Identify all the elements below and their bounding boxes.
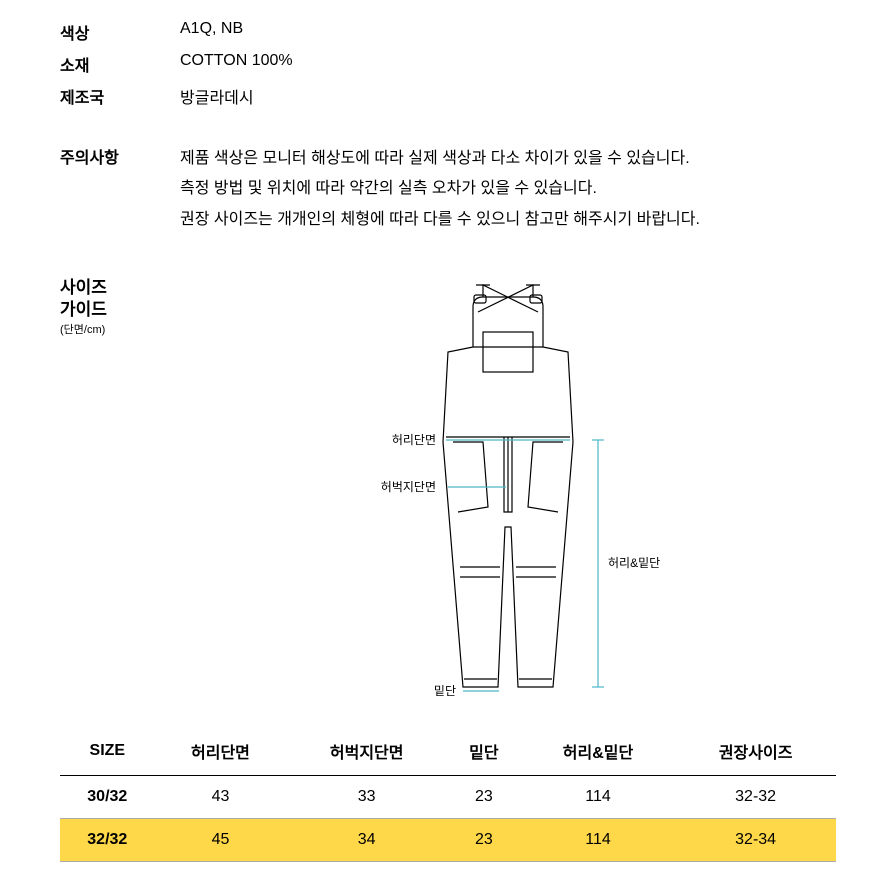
td-size: 30/32: [60, 776, 155, 819]
size-guide-label: 사이즈 가이드 (단면/cm): [60, 277, 180, 707]
table-header-row: SIZE 허리단면 허벅지단면 밑단 허리&밑단 권장사이즈: [60, 727, 836, 776]
info-row-material: 소재 COTTON 100%: [60, 52, 836, 76]
overalls-diagram: 허리단면 허벅지단면 밑단 허리&밑단: [288, 277, 728, 707]
th-recommended: 권장사이즈: [675, 727, 836, 776]
td-size: 32/32: [60, 819, 155, 862]
td-recommended: 32-34: [675, 819, 836, 862]
material-value: COTTON 100%: [180, 52, 293, 76]
td-length: 114: [521, 819, 675, 862]
td-recommended: 32-32: [675, 776, 836, 819]
td-hem: 23: [447, 776, 521, 819]
diagram-hem-label: 밑단: [434, 684, 456, 698]
th-hem: 밑단: [447, 727, 521, 776]
notice-lines: 제품 색상은 모니터 해상도에 따라 실제 색상과 다소 차이가 있을 수 있습…: [180, 144, 700, 235]
diagram-length-label: 허리&밑단: [608, 556, 660, 570]
info-row-country: 제조국 방글라데시: [60, 84, 836, 108]
country-label: 제조국: [60, 84, 180, 108]
td-length: 114: [521, 776, 675, 819]
notice-label: 주의사항: [60, 144, 180, 235]
material-label: 소재: [60, 52, 180, 76]
td-hem: 23: [447, 819, 521, 862]
notice-section: 주의사항 제품 색상은 모니터 해상도에 따라 실제 색상과 다소 차이가 있을…: [60, 144, 836, 235]
table-row: 32/32 45 34 23 114 32-34: [60, 819, 836, 862]
td-waist: 45: [155, 819, 287, 862]
notice-line-3: 권장 사이즈는 개개인의 체형에 따라 다를 수 있으니 참고만 해주시기 바랍…: [180, 205, 700, 235]
notice-line-2: 측정 방법 및 위치에 따라 약간의 실측 오차가 있을 수 있습니다.: [180, 174, 700, 204]
size-guide-section: 사이즈 가이드 (단면/cm): [60, 277, 836, 707]
diagram-waist-label: 허리단면: [392, 433, 436, 447]
color-label: 색상: [60, 20, 180, 44]
diagram-area: 허리단면 허벅지단면 밑단 허리&밑단: [180, 277, 836, 707]
th-thigh: 허벅지단면: [286, 727, 447, 776]
color-value: A1Q, NB: [180, 20, 243, 44]
td-thigh: 33: [286, 776, 447, 819]
size-table: SIZE 허리단면 허벅지단면 밑단 허리&밑단 권장사이즈 30/32 43 …: [60, 727, 836, 862]
country-value: 방글라데시: [180, 84, 254, 108]
table-row: 30/32 43 33 23 114 32-32: [60, 776, 836, 819]
th-waist: 허리단면: [155, 727, 287, 776]
td-waist: 43: [155, 776, 287, 819]
size-guide-sub: (단면/cm): [60, 323, 180, 337]
th-length: 허리&밑단: [521, 727, 675, 776]
diagram-thigh-label: 허벅지단면: [381, 480, 436, 494]
size-guide-label-2: 가이드: [60, 300, 107, 319]
th-size: SIZE: [60, 727, 155, 776]
size-guide-label-1: 사이즈: [60, 278, 107, 297]
info-row-color: 색상 A1Q, NB: [60, 20, 836, 44]
td-thigh: 34: [286, 819, 447, 862]
notice-line-1: 제품 색상은 모니터 해상도에 따라 실제 색상과 다소 차이가 있을 수 있습…: [180, 144, 700, 174]
